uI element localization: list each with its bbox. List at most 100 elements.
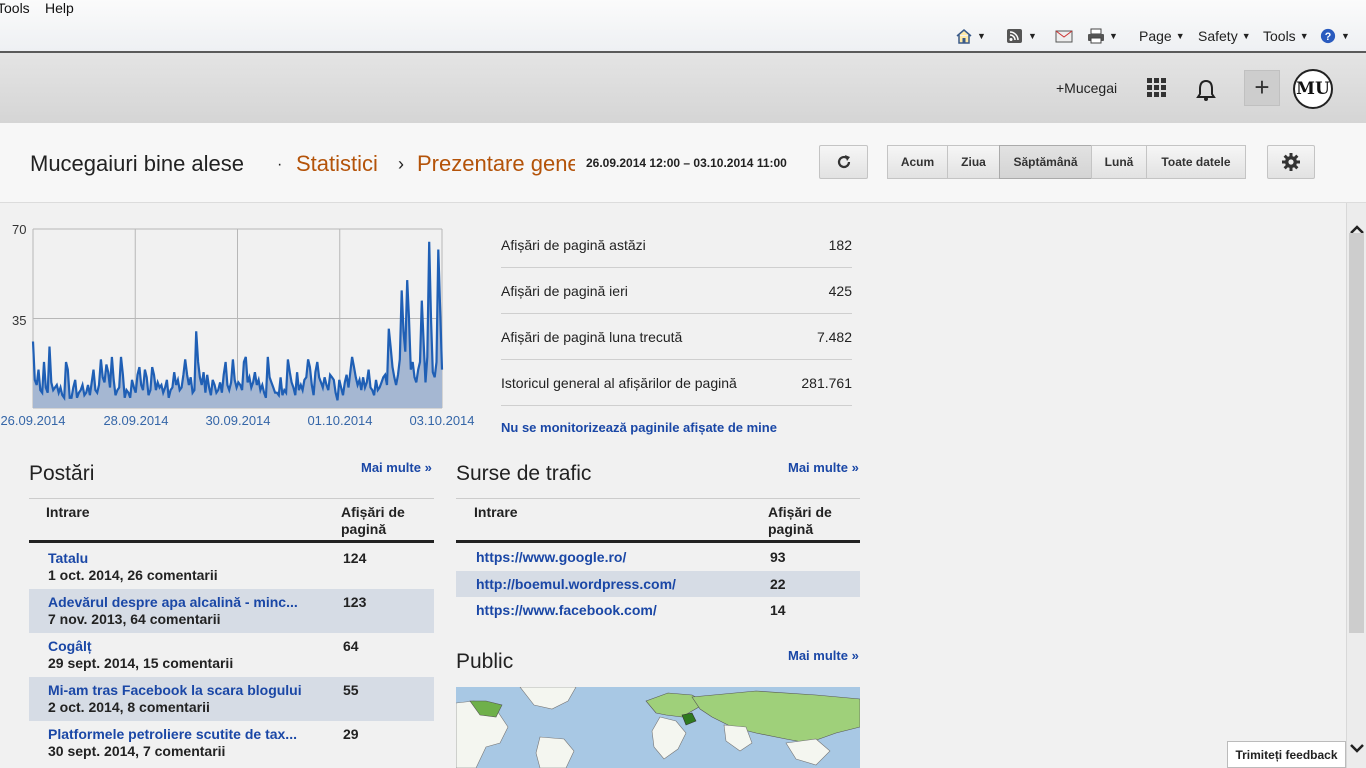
stat-label: Afișări de pagină ieri — [501, 282, 628, 299]
audience-more-link[interactable]: Mai multe » — [788, 648, 859, 663]
post-link[interactable]: Platformele petroliere scutite de tax... — [48, 726, 297, 742]
refresh-icon — [837, 155, 850, 169]
refresh-button[interactable] — [819, 145, 868, 179]
breadcrumb-separator: › — [398, 154, 404, 174]
stat-label: Istoricul general al afișărilor de pagin… — [501, 374, 737, 391]
post-meta: 2 oct. 2014, 8 comentarii — [48, 699, 210, 715]
account-bar: +Mucegai — [0, 53, 1366, 123]
post-views: 124 — [343, 550, 367, 566]
stat-row-all-time: Istoricul general al afișărilor de pagin… — [501, 360, 852, 406]
col-views-line2: pagină — [768, 521, 814, 537]
col-entry: Intrare — [474, 504, 518, 520]
col-views-line1: Afișări de — [768, 504, 832, 520]
stat-row-last-month: Afișări de pagină luna trecută 7.482 — [501, 314, 852, 360]
stat-value: 425 — [828, 282, 852, 299]
page-scrollbar[interactable] — [1346, 203, 1366, 768]
page-menu-label: Page — [1139, 28, 1172, 44]
y-tick-label: 70 — [12, 222, 26, 237]
post-link[interactable]: Cogâlț — [48, 638, 92, 654]
col-views: Afișări de pagină — [768, 504, 832, 538]
page-title: Prezentare generală — [417, 151, 575, 176]
table-row: Cogâlț 29 sept. 2014, 15 comentarii 64 — [29, 633, 434, 677]
referrer-views: 14 — [770, 602, 786, 618]
x-tick-label: 28.09.2014 — [103, 413, 168, 428]
menu-help[interactable]: Help — [45, 0, 74, 16]
tools-menu-label: Tools — [1263, 28, 1296, 44]
mail-button[interactable] — [1055, 27, 1073, 45]
home-button[interactable]: ▼ — [955, 27, 986, 45]
posts-title: Postări — [29, 462, 95, 485]
breadcrumb-blog[interactable]: Mucegaiuri bine alese — [30, 151, 245, 176]
range-selector: Acum Ziua Săptămână Lună Toate datele — [887, 145, 1246, 179]
feeds-button[interactable]: ▼ — [1006, 27, 1037, 45]
menu-tools[interactable]: Tools — [0, 0, 30, 16]
svg-text:?: ? — [1325, 31, 1332, 43]
settings-button[interactable] — [1267, 145, 1315, 179]
chevron-down-icon: ▼ — [1299, 31, 1309, 41]
print-button[interactable]: ▼ — [1087, 27, 1118, 45]
table-row: https://www.facebook.com/14 — [456, 597, 860, 623]
safety-menu[interactable]: Safety ▼ — [1198, 27, 1251, 45]
post-views: 123 — [343, 594, 367, 610]
scroll-up-icon[interactable] — [1348, 223, 1366, 237]
col-views-line2: pagină — [341, 521, 387, 537]
posts-more-link[interactable]: Mai multe » — [361, 460, 432, 475]
dont-track-link[interactable]: Nu se monitorizează paginile afișate de … — [501, 420, 777, 435]
stat-row-today: Afișări de pagină astăzi 182 — [501, 222, 852, 268]
breadcrumb-separator: · — [277, 156, 283, 173]
send-feedback-button[interactable]: Trimiteți feedback — [1227, 741, 1346, 768]
bell-icon[interactable] — [1195, 78, 1217, 102]
gear-icon — [1282, 153, 1300, 171]
post-link[interactable]: Adevărul despre apa alcalină - minc... — [48, 594, 298, 610]
share-plus-button[interactable]: + — [1244, 70, 1280, 106]
range-now-button[interactable]: Acum — [887, 145, 948, 179]
referrer-link[interactable]: https://www.facebook.com/ — [476, 602, 657, 618]
range-week-button[interactable]: Săptămână — [999, 145, 1092, 179]
traffic-title: Surse de trafic — [456, 462, 592, 485]
stat-label: Afișări de pagină astăzi — [501, 236, 646, 253]
col-views: Afișări de pagină — [341, 504, 405, 538]
table-row: http://boemul.wordpress.com/22 — [456, 571, 860, 597]
traffic-more-link[interactable]: Mai multe » — [788, 460, 859, 475]
referrer-views: 22 — [770, 576, 786, 592]
range-month-button[interactable]: Lună — [1091, 145, 1147, 179]
apps-grid-icon[interactable] — [1147, 78, 1167, 98]
chevron-down-icon: ▼ — [1241, 31, 1251, 41]
col-views-line1: Afișări de — [341, 504, 405, 520]
tools-menu[interactable]: Tools ▼ — [1263, 27, 1309, 45]
col-entry: Intrare — [46, 504, 90, 520]
referrer-views: 93 — [770, 549, 786, 565]
referrer-link[interactable]: https://www.google.ro/ — [476, 549, 627, 565]
x-tick-label: 03.10.2014 — [409, 413, 474, 428]
table-row: https://www.google.ro/93 — [456, 544, 860, 570]
post-link[interactable]: Mi-am tras Facebook la scara blogului — [48, 682, 302, 698]
post-meta: 1 oct. 2014, 26 comentarii — [48, 567, 218, 583]
y-tick-label: 35 — [12, 313, 26, 328]
breadcrumb-section[interactable]: Statistici — [296, 151, 378, 176]
scrollbar-thumb[interactable] — [1349, 233, 1364, 633]
help-button[interactable]: ? ▼ — [1319, 27, 1350, 45]
table-row: Tatalu 1 oct. 2014, 26 comentarii 124 — [29, 545, 434, 589]
posts-table-header: Intrare Afișări de pagină — [29, 498, 434, 543]
scroll-down-icon[interactable] — [1348, 741, 1366, 755]
rss-icon — [1007, 29, 1022, 43]
account-name-link[interactable]: +Mucegai — [1056, 80, 1118, 96]
avatar[interactable]: MU — [1293, 69, 1333, 109]
range-all-button[interactable]: Toate datele — [1146, 145, 1246, 179]
page-menu[interactable]: Page ▼ — [1139, 27, 1185, 45]
post-views: 55 — [343, 682, 359, 698]
post-link[interactable]: Tatalu — [48, 550, 89, 566]
pageviews-area — [33, 241, 442, 408]
x-tick-label: 01.10.2014 — [307, 413, 372, 428]
stat-value: 281.761 — [801, 374, 852, 391]
browser-toolbar: Tools Help ▼ ▼ ▼ Page ▼ Safety ▼ Tools ▼ ? … — [0, 0, 1366, 53]
referrer-link[interactable]: http://boemul.wordpress.com/ — [476, 576, 676, 592]
pageviews-series-line — [31, 241, 444, 401]
printer-icon — [1088, 28, 1104, 44]
range-day-button[interactable]: Ziua — [947, 145, 1000, 179]
date-range: 26.09.2014 12:00 – 03.10.2014 11:00 — [586, 156, 787, 170]
table-row: Mi-am tras Facebook la scara blogului 2 o… — [29, 677, 434, 721]
pageviews-chart: 70 35 26.09.2014 28.09.2014 30.09.2014 0… — [0, 222, 474, 428]
post-meta: 30 sept. 2014, 7 comentarii — [48, 743, 226, 759]
